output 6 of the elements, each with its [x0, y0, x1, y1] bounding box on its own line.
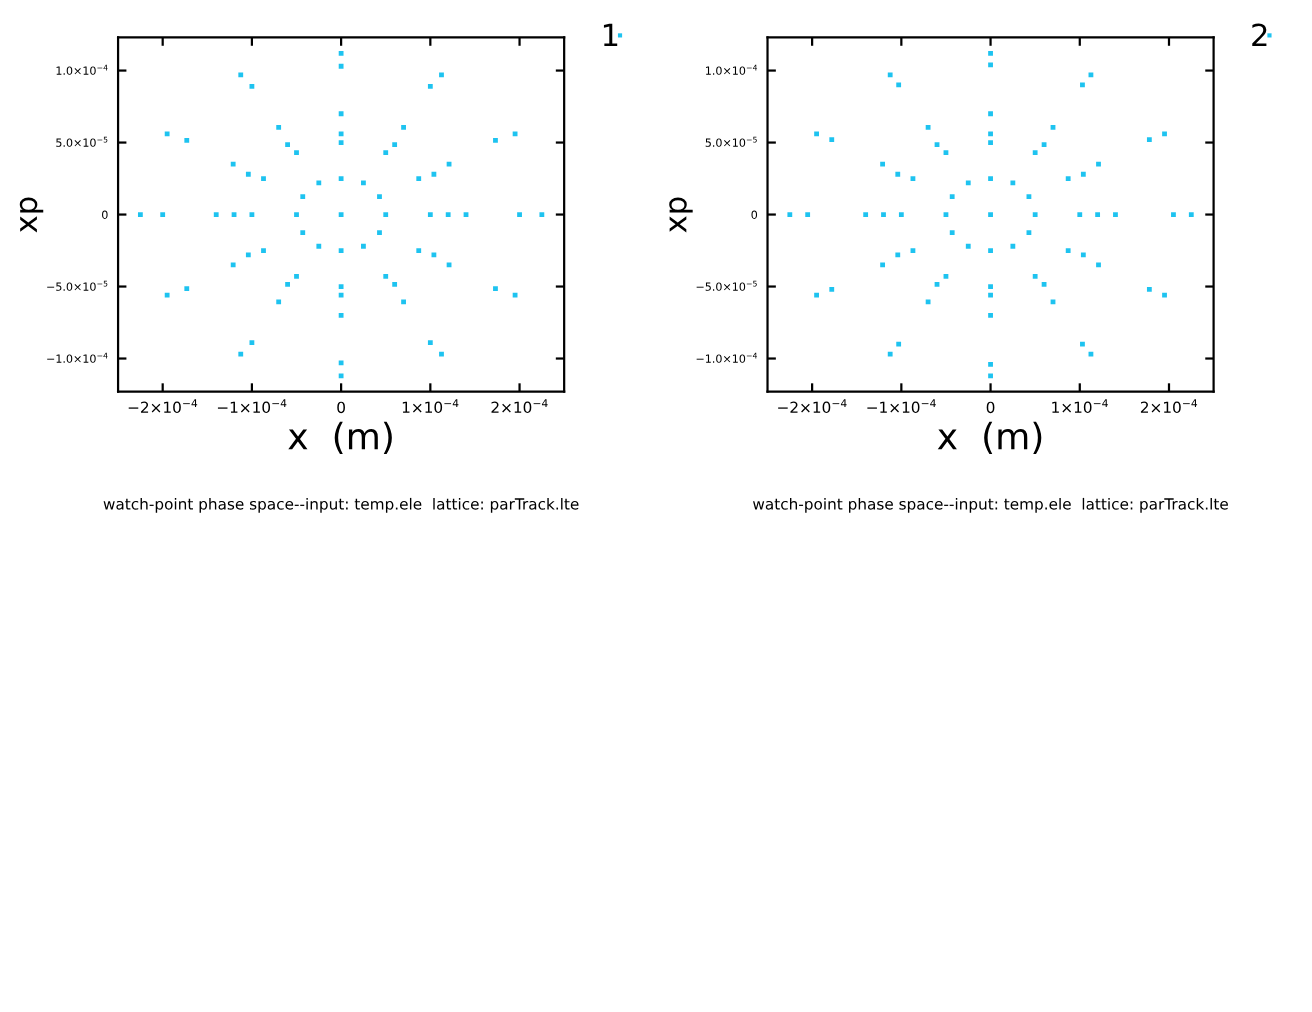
legend-label: 1 — [603, 23, 618, 47]
legend-label: 2 — [1252, 23, 1267, 47]
y-axis-title: xp — [19, 197, 44, 233]
y-axis-title: xp — [669, 197, 693, 233]
x-axis-title: x (m) — [937, 421, 1042, 454]
x-axis-title: x (m) — [288, 421, 392, 454]
